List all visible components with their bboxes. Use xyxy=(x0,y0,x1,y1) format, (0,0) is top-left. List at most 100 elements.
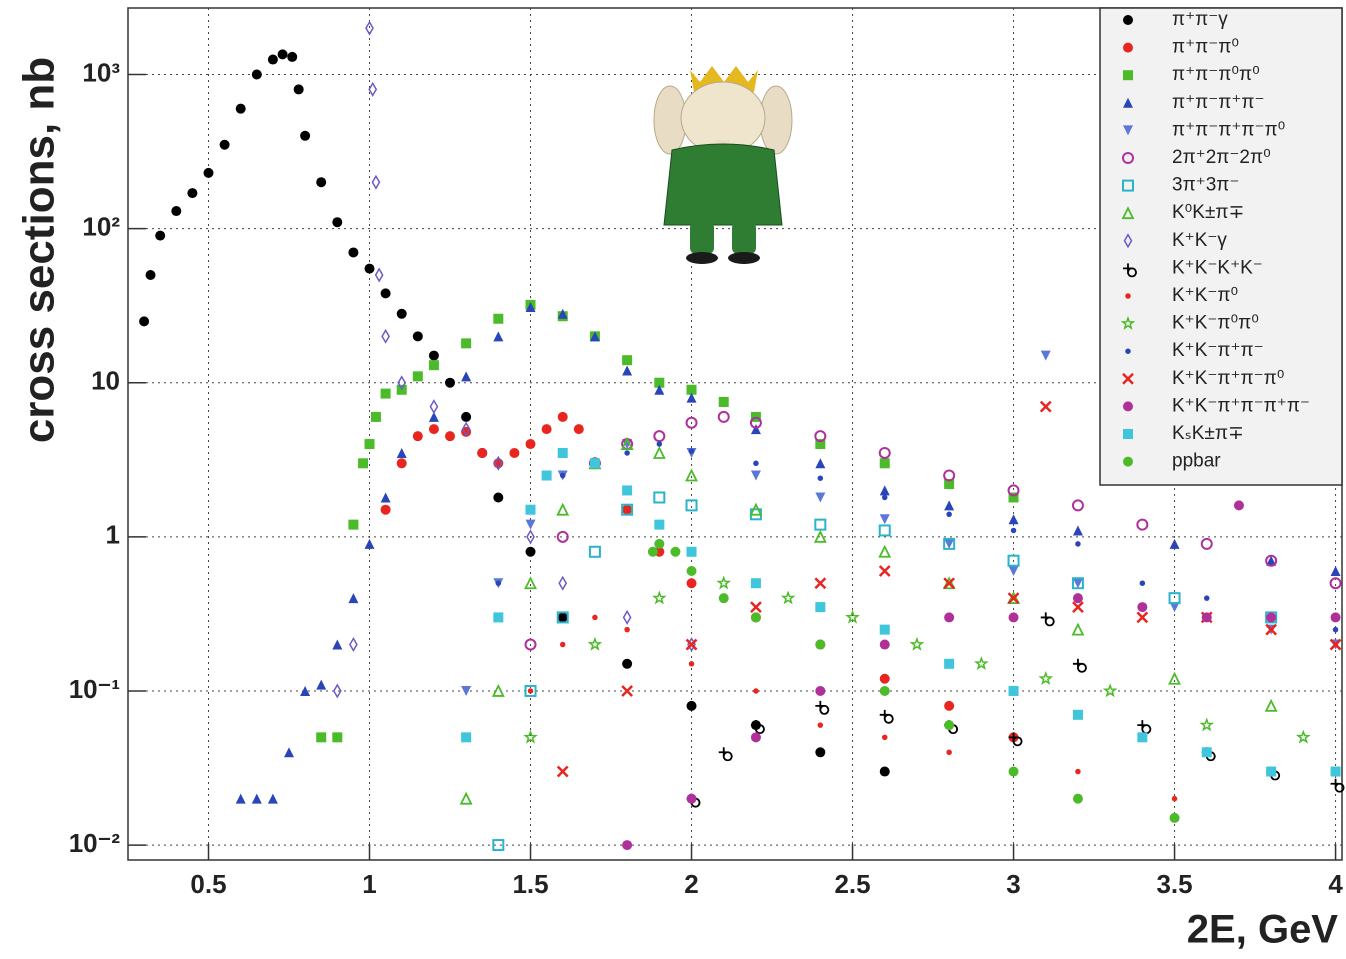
legend-label: K⁺K⁻π⁺π⁻ xyxy=(1172,340,1264,361)
data-point xyxy=(1010,527,1017,534)
data-point xyxy=(653,430,666,443)
data-point xyxy=(358,458,369,469)
data-point xyxy=(1169,812,1180,823)
data-point xyxy=(879,458,890,469)
data-point xyxy=(332,683,342,699)
legend-label: K⁺K⁻π⁰π⁰ xyxy=(1172,313,1259,334)
data-point xyxy=(348,247,359,258)
data-point xyxy=(1137,732,1148,743)
data-point xyxy=(944,612,955,623)
data-point xyxy=(1265,623,1278,636)
legend-marker xyxy=(1123,42,1133,53)
data-point xyxy=(525,519,536,530)
data-point xyxy=(686,578,697,589)
legend-box xyxy=(1099,7,1343,486)
data-point xyxy=(942,576,956,590)
data-point xyxy=(364,439,375,450)
legend-marker xyxy=(1123,429,1133,439)
data-point xyxy=(717,410,730,423)
data-point xyxy=(974,656,989,671)
data-point xyxy=(316,177,327,188)
legend-marker xyxy=(1123,15,1133,25)
data-point xyxy=(651,590,667,605)
data-point xyxy=(879,673,890,684)
data-point xyxy=(364,263,375,274)
data-point xyxy=(750,732,761,743)
legend-label: K⁺K⁻γ xyxy=(1172,230,1227,251)
data-point xyxy=(686,546,697,557)
legend-marker xyxy=(1123,456,1133,467)
data-point xyxy=(370,411,381,422)
legend-label: 2π⁺2π⁻2π⁰ xyxy=(1172,147,1271,168)
data-point xyxy=(1008,612,1019,623)
y-tick-label: 10 xyxy=(91,366,120,396)
data-point xyxy=(525,504,536,515)
legend-label: K⁰K±π∓ xyxy=(1172,202,1244,223)
data-point xyxy=(879,624,890,635)
data-point xyxy=(815,685,826,696)
data-point xyxy=(1171,795,1178,802)
data-point xyxy=(815,492,826,503)
data-point xyxy=(1072,601,1084,613)
data-point xyxy=(527,688,534,694)
data-point xyxy=(412,371,423,382)
data-point xyxy=(1169,538,1180,549)
data-point xyxy=(685,416,698,429)
data-point xyxy=(1072,578,1083,589)
data-point xyxy=(1072,593,1083,604)
data-point xyxy=(524,576,537,590)
data-point xyxy=(300,130,311,141)
data-point xyxy=(654,377,665,388)
data-point xyxy=(621,503,634,516)
data-point xyxy=(753,460,759,467)
data-point xyxy=(1008,514,1019,525)
data-point xyxy=(461,421,471,437)
x-tick-label: 3.5 xyxy=(1156,869,1192,899)
data-point xyxy=(459,791,473,805)
data-point xyxy=(588,545,601,558)
data-point xyxy=(316,732,327,743)
data-point xyxy=(670,546,681,557)
data-point xyxy=(654,519,665,530)
data-point xyxy=(622,439,633,450)
data-point xyxy=(203,167,214,178)
data-point xyxy=(139,316,150,327)
y-tick-label: 10⁻² xyxy=(69,828,121,858)
data-point xyxy=(557,411,568,422)
legend-marker xyxy=(1125,293,1131,299)
x-tick-label: 1.5 xyxy=(512,869,548,899)
mascot xyxy=(653,66,793,264)
data-point xyxy=(686,392,697,403)
data-point xyxy=(621,685,634,697)
data-point xyxy=(878,446,891,459)
data-point xyxy=(495,580,502,586)
data-point xyxy=(541,470,552,481)
data-point xyxy=(1136,611,1149,624)
data-point xyxy=(1264,698,1278,712)
data-point xyxy=(879,485,890,496)
data-point xyxy=(235,103,246,114)
data-point xyxy=(525,439,536,450)
data-point xyxy=(332,217,343,228)
data-point xyxy=(524,684,537,697)
data-point xyxy=(368,81,378,97)
y-tick-label: 10² xyxy=(82,211,120,241)
legend-marker xyxy=(1121,206,1135,220)
data-point xyxy=(718,396,729,407)
data-point xyxy=(878,524,891,537)
x-tick-label: 0.5 xyxy=(190,869,226,899)
data-point xyxy=(525,546,536,557)
data-point xyxy=(556,530,569,543)
legend-label: K⁺K⁻K⁺K⁻ xyxy=(1172,257,1263,278)
data-point xyxy=(300,685,311,696)
data-point xyxy=(348,519,359,530)
data-point xyxy=(654,538,665,549)
data-point xyxy=(944,720,955,731)
legend-label: K⁺K⁻π⁺π⁻π⁺π⁻ xyxy=(1172,395,1310,416)
data-point xyxy=(750,720,765,735)
data-point xyxy=(815,639,826,650)
data-point xyxy=(1329,638,1342,651)
data-point xyxy=(428,411,439,422)
data-point xyxy=(1332,626,1339,633)
data-point xyxy=(397,375,407,391)
